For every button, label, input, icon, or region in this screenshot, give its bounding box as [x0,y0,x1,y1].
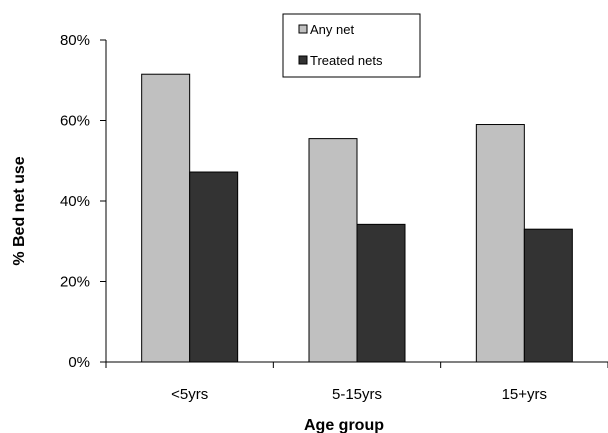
y-tick-label: 40% [60,193,90,210]
legend-label-any-net: Any net [310,22,354,37]
bar [308,138,358,363]
bar [189,171,239,363]
bar [356,223,406,363]
legend-swatch-treated-nets [298,55,308,65]
y-axis: 0% 20% 40% 60% 80% [60,32,107,371]
y-tick-label: 80% [60,32,90,49]
x-tick-label: 5-15yrs [332,386,382,403]
legend-label-treated-nets: Treated nets [310,53,383,68]
bar [141,73,191,363]
y-axis-title: % Bed net use [11,156,28,265]
x-axis-title: Age group [304,417,384,433]
legend-swatch-any-net [298,24,308,34]
x-tick-label: <5yrs [171,386,208,403]
y-tick-label: 0% [68,354,90,371]
y-tick-label: 20% [60,274,90,291]
legend: Any net Treated nets [282,13,421,78]
y-tick-label: 60% [60,113,90,130]
plot-area [141,73,573,363]
bar [475,124,525,363]
x-tick-label: 15+yrs [502,386,547,403]
bar [523,228,573,363]
x-axis: <5yrs 5-15yrs 15+yrs [105,361,608,403]
